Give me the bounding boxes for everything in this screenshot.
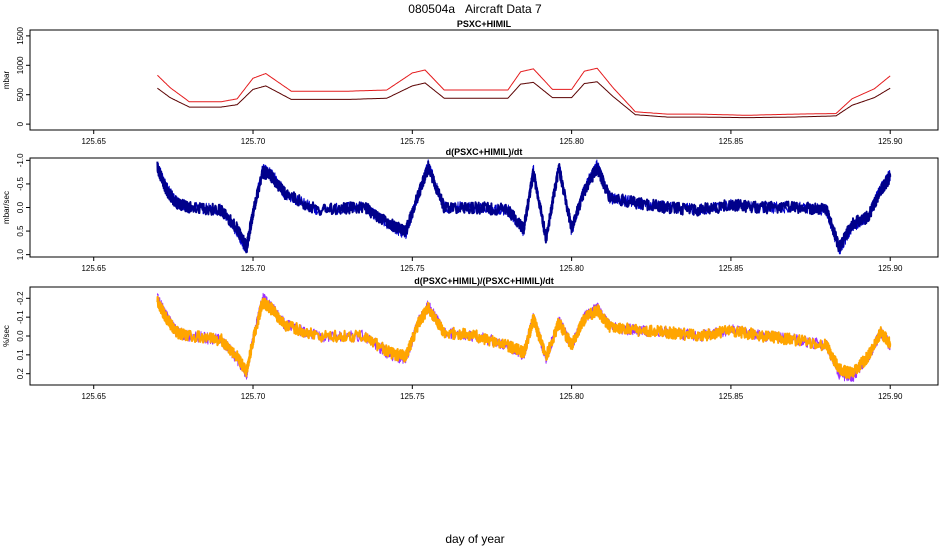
y-tick-label: 0.0 — [16, 201, 25, 213]
x-tick-label: 125.90 — [878, 137, 903, 146]
series-group — [156, 159, 892, 255]
x-tick-label: 125.85 — [719, 137, 744, 146]
chart-panel-1: 125.65 125.70 125.75 125.80 125.85 125.90 0 500… — [2, 19, 939, 146]
y-tick-label: -0.1 — [16, 310, 25, 324]
x-tick-label: 125.75 — [400, 392, 425, 401]
x-tick-label: 125.90 — [878, 264, 903, 273]
x-tick-label: 125.80 — [559, 264, 584, 273]
y-tick-label: 0 — [16, 121, 25, 126]
y-tick-label: 0.1 — [16, 349, 25, 361]
y-tick-label: -0.5 — [16, 176, 25, 190]
y-tick-label: 1.0 — [16, 249, 25, 261]
x-tick-label: 125.85 — [719, 392, 744, 401]
series-line-1 — [157, 67, 891, 116]
chart-panel-3: 125.65 125.70 125.75 125.80 125.85 125.90 -0.2… — [2, 276, 939, 401]
series-line-2 — [156, 160, 892, 254]
series-group — [156, 292, 892, 382]
x-tick-label: 125.65 — [81, 137, 106, 146]
y-tick-label: -0.2 — [16, 291, 25, 305]
chart-panel-2: 125.65 125.70 125.75 125.80 125.85 125.90 -1.0… — [2, 147, 939, 273]
panel-title: d(PSXC+HIMIL)/(PSXC+HIMIL)/dt — [414, 276, 554, 286]
figure-title-text: Aircraft Data 7 — [465, 2, 542, 16]
y-axis-label: %/sec — [2, 325, 11, 347]
series-line-2 — [157, 81, 891, 119]
x-tick-label: 125.80 — [559, 392, 584, 401]
y-tick-label: 1000 — [16, 56, 25, 74]
panel-title: d(PSXC+HIMIL)/dt — [446, 147, 523, 157]
panel-title: PSXC+HIMIL — [457, 19, 512, 29]
x-tick-label: 125.70 — [241, 392, 266, 401]
y-tick-label: 0.2 — [16, 368, 25, 380]
x-tick-label: 125.65 — [81, 264, 106, 273]
series-line-2 — [156, 295, 892, 380]
chart-panels: 125.65 125.70 125.75 125.80 125.85 125.90 0 500… — [2, 19, 939, 401]
y-axis-label: mbar/sec — [2, 191, 11, 224]
x-tick-label: 125.75 — [400, 264, 425, 273]
series-group — [157, 67, 891, 119]
x-tick-label: 125.80 — [559, 137, 584, 146]
x-axis-label: day of year — [445, 532, 504, 546]
figure-title-id: 080504a — [408, 2, 455, 16]
x-tick-label: 125.85 — [719, 264, 744, 273]
x-tick-label: 125.75 — [400, 137, 425, 146]
x-tick-label: 125.90 — [878, 392, 903, 401]
x-tick-label: 125.70 — [241, 264, 266, 273]
y-tick-label: -1.0 — [16, 153, 25, 167]
figure-title: 080504a Aircraft Data 7 — [408, 2, 542, 16]
y-tick-label: 500 — [16, 87, 25, 101]
plot-frame — [29, 29, 939, 131]
x-tick-label: 125.70 — [241, 137, 266, 146]
y-tick-label: 0.5 — [16, 225, 25, 237]
x-tick-label: 125.65 — [81, 392, 106, 401]
y-tick-label: 1500 — [16, 26, 25, 44]
y-axis-label: mbar — [2, 71, 11, 90]
y-tick-label: 0.0 — [16, 330, 25, 342]
